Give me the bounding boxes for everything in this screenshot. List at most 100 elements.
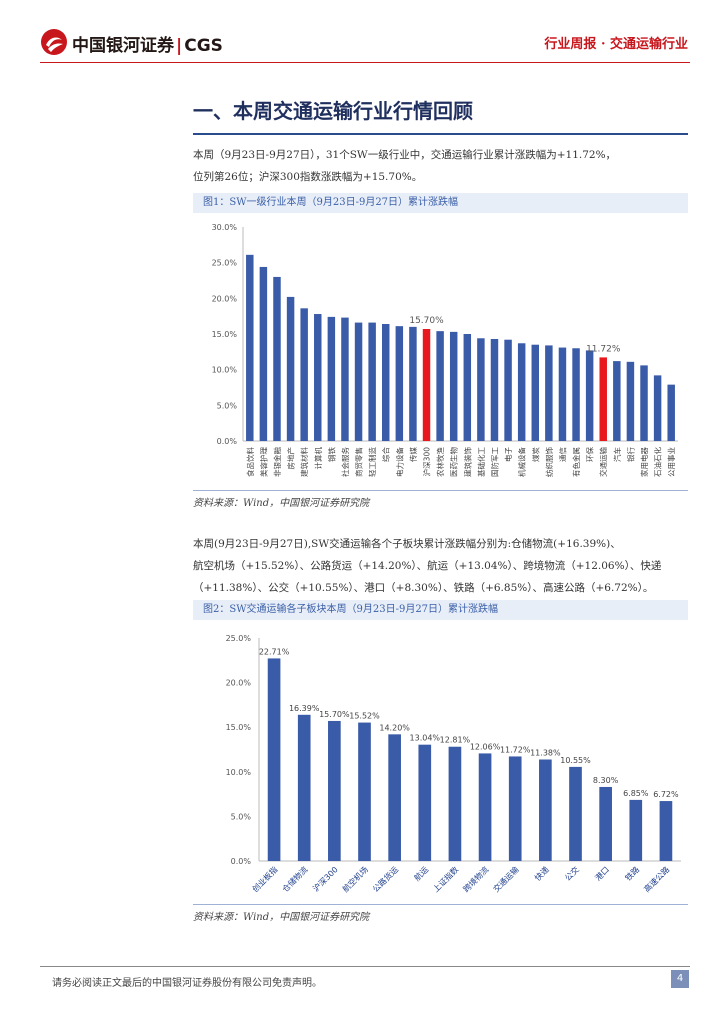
y-tick-label: 5.0% (231, 812, 252, 821)
data-label: 11.38% (530, 748, 561, 757)
x-tick-label: 有色金属 (571, 447, 581, 477)
paragraph-subsector-summary: 本周(9月23日-9月27日),SW交通运输各个子板块累计涨跌幅分别为:仓储物流… (193, 533, 688, 599)
page-number: 4 (671, 970, 689, 988)
data-label: 15.52% (349, 712, 380, 721)
bar (508, 756, 522, 861)
bar (381, 324, 390, 441)
bar (599, 786, 612, 861)
bar (395, 326, 404, 441)
y-tick-label: 10.0% (212, 366, 238, 375)
bar (653, 375, 662, 441)
figure-2-source: 资料来源：Wind，中国银河证券研究院 (193, 912, 370, 923)
y-tick-label: 20.0% (226, 679, 252, 688)
data-label: 6.72% (653, 790, 679, 799)
chart-transport-subsectors: 0.0% 5.0% 10.0% 15.0% 20.0% 25.0% 22.71% 创业板指 16… (226, 634, 681, 894)
x-tick-label: 跨境物流 (461, 864, 491, 894)
data-label: 12.81% (440, 736, 471, 745)
bar (477, 338, 485, 441)
header-divider (40, 62, 690, 63)
source-divider (193, 904, 688, 905)
logo-chinese: 中国银河证券 (72, 36, 174, 56)
x-tick-label: 高速公路 (642, 864, 672, 894)
y-tick-label: 15.0% (226, 723, 252, 732)
cgs-logo-icon (41, 29, 67, 55)
x-tick-label: 农林牧渔 (435, 447, 445, 477)
bar (504, 339, 512, 441)
bar (246, 254, 254, 441)
company-logo-text: 中国银河证券 | CGS (72, 31, 223, 56)
figure-1-source: 资料来源：Wind，中国银河证券研究院 (193, 498, 370, 509)
data-label: 12.06% (470, 742, 501, 751)
bar (463, 334, 472, 441)
x-tick-label: 环保 (586, 447, 595, 462)
footer-divider (40, 966, 690, 967)
x-tick-label: 钢铁 (326, 447, 336, 462)
section-divider (193, 133, 688, 135)
x-tick-label: 建筑装饰 (462, 447, 472, 477)
data-label: 14.20% (379, 723, 410, 732)
bar (478, 753, 492, 861)
x-tick-label: 公交 (563, 864, 581, 882)
bar (328, 720, 341, 861)
bar (448, 746, 462, 861)
x-tick-label: 传媒 (408, 447, 418, 462)
bar (354, 322, 363, 441)
x-tick-label: 基础化工 (476, 447, 486, 477)
x-tick-label: 房地产 (286, 447, 296, 470)
bar (569, 766, 582, 861)
x-tick-label: 沪深300 (311, 864, 340, 893)
x-tick-label: 纺织服饰 (544, 447, 554, 477)
x-tick-label: 建筑材料 (299, 447, 309, 477)
data-label: 16.39% (289, 704, 320, 713)
x-tick-label: 计算机 (313, 447, 323, 470)
y-tick-label: 5.0% (217, 401, 238, 410)
data-label: 8.30% (593, 776, 619, 785)
bar (327, 316, 336, 441)
y-tick-label: 15.0% (212, 330, 238, 339)
bar (259, 266, 268, 441)
bar (640, 365, 648, 441)
x-tick-label: 创业板指 (250, 864, 280, 894)
report-type: 行业周报 · 交通运输行业 (544, 37, 688, 52)
bar (297, 714, 311, 861)
x-tick-label: 公用事业 (666, 447, 676, 477)
data-label: 10.55% (560, 756, 591, 765)
footer-disclaimer: 请务必阅读正文最后的中国银河证券股份有限公司免责声明。 (52, 978, 322, 989)
bar (436, 331, 444, 441)
bar (422, 329, 431, 441)
x-tick-label: 通信 (557, 447, 567, 462)
bar (409, 326, 417, 441)
x-tick-label: 综合 (381, 447, 391, 462)
x-tick-label: 煤炭 (530, 447, 540, 462)
bar (517, 343, 526, 441)
x-tick-label: 银行 (625, 447, 635, 462)
bar (558, 347, 567, 441)
bar (358, 722, 371, 861)
data-label: 11.72% (586, 344, 621, 354)
bar (667, 384, 675, 441)
section-title: 一、本周交通运输行业行情回顾 (193, 99, 473, 123)
x-tick-label: 电力设备 (394, 447, 404, 477)
bar (531, 344, 540, 441)
x-tick-label: 仓储物流 (280, 864, 310, 894)
x-tick-label: 汽车 (612, 447, 622, 462)
paragraph-line: 航空机场（+15.52%）、公路货运（+14.20%）、航运（+13.04%）、… (193, 560, 662, 572)
paragraph-line: （+11.38%）、公交（+10.55%）、港口（+8.30%）、铁路（+6.8… (193, 582, 654, 594)
y-tick-label: 25.0% (212, 259, 238, 268)
logo-brand: CGS (184, 36, 223, 56)
paragraph-line: 位列第26位；沪深300指数涨跌幅为+15.70%。 (193, 171, 423, 183)
bar (388, 734, 401, 861)
bar (629, 799, 643, 861)
y-tick-label: 10.0% (226, 768, 252, 777)
x-tick-label: 上证指数 (431, 864, 461, 894)
bar (314, 314, 322, 441)
data-label: 22.71% (259, 647, 290, 656)
x-tick-label: 家用电器 (639, 447, 649, 477)
x-tick-label: 轻工制造 (367, 447, 377, 477)
bar (626, 361, 635, 441)
y-tick-label: 30.0% (212, 223, 238, 232)
bar (300, 308, 308, 441)
data-label: 13.04% (410, 734, 441, 743)
bar (613, 361, 621, 441)
paragraph-industry-summary: 本周（9月23日-9月27日），31个SW一级行业中，交通运输行业累计涨跌幅为+… (193, 144, 688, 188)
